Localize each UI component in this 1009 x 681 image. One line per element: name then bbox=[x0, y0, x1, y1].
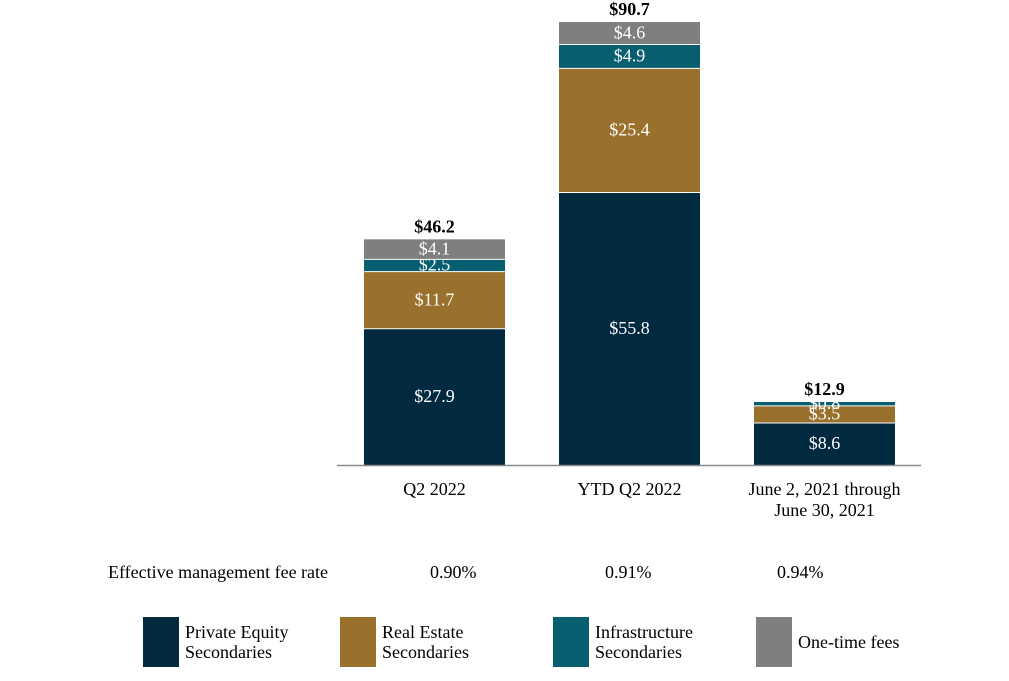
data-label-private-equity-june-2021: $8.6 bbox=[809, 433, 841, 453]
bar-real-estate-june-2021 bbox=[754, 405, 895, 423]
data-label-real-estate-ytd-q2-2022: $25.4 bbox=[609, 120, 650, 140]
legend-label-private-equity: Private Equity Secondaries bbox=[185, 622, 289, 662]
legend-item-infrastructure: Infrastructure Secondaries bbox=[553, 617, 693, 667]
bar-real-estate-q2-2022 bbox=[364, 271, 505, 329]
legend-label-real-estate: Real Estate Secondaries bbox=[382, 622, 469, 662]
legend: Private Equity Secondaries Real Estate S… bbox=[0, 617, 1009, 673]
category-label-ytd-q2-2022: YTD Q2 2022 bbox=[578, 479, 682, 499]
total-label-q2-2022: $46.2 bbox=[414, 216, 455, 236]
legend-swatch-real-estate bbox=[340, 617, 376, 667]
bar-private-equity-june-2021 bbox=[754, 422, 895, 465]
data-label-infrastructure-june-2021: $0.8 bbox=[809, 393, 841, 413]
bar-one-time-fees-q2-2022 bbox=[364, 239, 505, 260]
fee-rate-label: Effective management fee rate bbox=[108, 562, 329, 582]
bar-one-time-fees-ytd-q2-2022 bbox=[559, 22, 700, 45]
legend-swatch-private-equity bbox=[143, 617, 179, 667]
data-label-real-estate-q2-2022: $11.7 bbox=[415, 289, 455, 309]
fee-rate-ytd-q2-2022: 0.91% bbox=[605, 562, 652, 582]
legend-label-infrastructure: Infrastructure Secondaries bbox=[595, 622, 693, 662]
data-label-real-estate-june-2021: $3.5 bbox=[809, 404, 841, 424]
fee-rate-june-2021: 0.94% bbox=[777, 562, 824, 582]
bar-real-estate-ytd-q2-2022 bbox=[559, 68, 700, 193]
category-label-june-2021: June 2, 2021 through June 30, 2021 bbox=[749, 479, 901, 520]
data-label-infrastructure-ytd-q2-2022: $4.9 bbox=[614, 46, 646, 66]
fee-rate-q2-2022: 0.90% bbox=[430, 562, 477, 582]
legend-item-private-equity: Private Equity Secondaries bbox=[143, 617, 288, 667]
total-label-ytd-q2-2022: $90.7 bbox=[609, 0, 650, 19]
bar-infrastructure-q2-2022 bbox=[364, 259, 505, 272]
legend-swatch-one-time-fees bbox=[756, 617, 792, 667]
legend-item-one-time-fees: One-time fees bbox=[756, 617, 899, 667]
bar-infrastructure-ytd-q2-2022 bbox=[559, 44, 700, 69]
total-label-june-2021: $12.9 bbox=[804, 379, 845, 399]
legend-swatch-infrastructure bbox=[553, 617, 589, 667]
data-label-private-equity-q2-2022: $27.9 bbox=[414, 386, 455, 406]
bar-infrastructure-june-2021 bbox=[754, 401, 895, 406]
legend-label-one-time-fees: One-time fees bbox=[798, 632, 900, 652]
bar-private-equity-q2-2022 bbox=[364, 328, 505, 465]
category-label-q2-2022: Q2 2022 bbox=[403, 479, 466, 499]
stacked-bar-chart: $27.9$11.7$2.5$4.1$46.2Q2 2022$55.8$25.4… bbox=[337, 0, 921, 520]
data-label-one-time-fees-ytd-q2-2022: $4.6 bbox=[614, 22, 646, 42]
fee-rate-row: Effective management fee rate 0.90% 0.91… bbox=[0, 562, 1009, 586]
data-label-one-time-fees-q2-2022: $4.1 bbox=[419, 238, 451, 258]
data-label-private-equity-ytd-q2-2022: $55.8 bbox=[609, 318, 650, 338]
bar-private-equity-ytd-q2-2022 bbox=[559, 192, 700, 465]
legend-item-real-estate: Real Estate Secondaries bbox=[340, 617, 469, 667]
